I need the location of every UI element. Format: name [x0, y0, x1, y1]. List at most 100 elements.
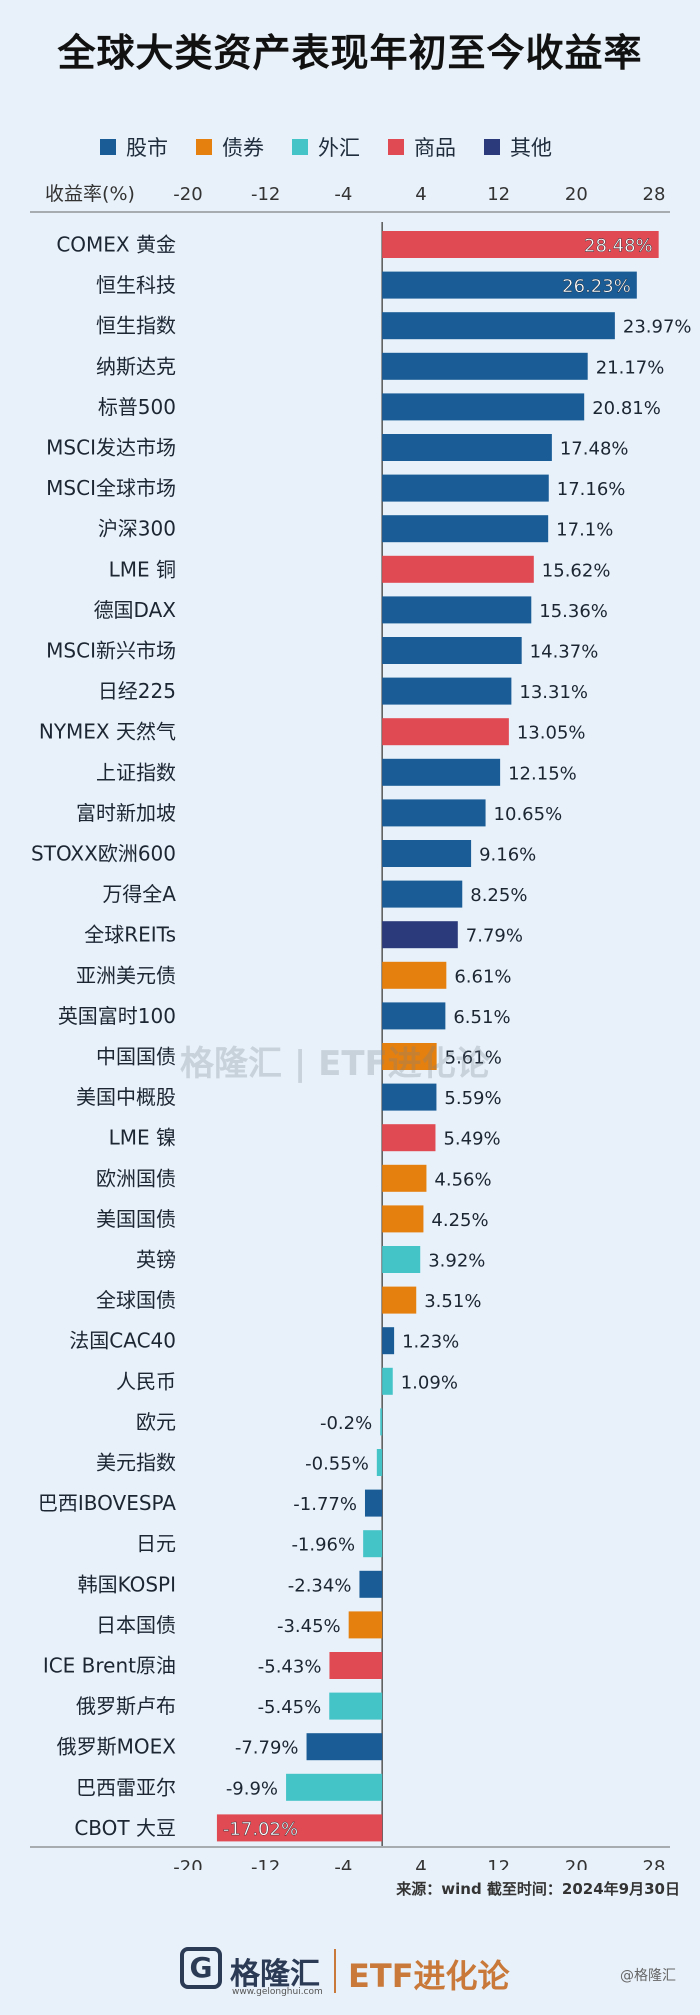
bar [382, 474, 549, 502]
category-label: CBOT 大豆 [74, 1816, 176, 1840]
category-label: 俄罗斯MOEX [57, 1735, 177, 1759]
x-tick-top: -4 [334, 184, 352, 205]
value-label: 26.23% [562, 276, 631, 297]
x-tick-top: 4 [415, 184, 426, 205]
category-label: 韩国KOSPI [78, 1572, 176, 1596]
value-label: -9.9% [226, 1778, 278, 1799]
legend-item-other: 其他 [484, 132, 552, 162]
x-tick-bottom: -4 [334, 1857, 352, 1870]
value-label: -7.79% [235, 1738, 299, 1759]
bar [286, 1773, 383, 1801]
category-label: 中国国债 [96, 1045, 176, 1069]
brand-bar: G 格隆汇 www.gelonghui.com ETF进化论 @格隆汇 [0, 1935, 700, 2015]
value-label: 6.61% [454, 966, 511, 987]
bar [216, 1814, 383, 1842]
bar [382, 515, 549, 543]
category-label: 巴西IBOVESPA [38, 1491, 176, 1515]
bar [363, 1530, 383, 1558]
bar [382, 1124, 436, 1152]
value-label: 5.61% [445, 1048, 502, 1069]
category-label: 俄罗斯卢布 [76, 1694, 176, 1718]
category-label: STOXX欧洲600 [31, 842, 176, 866]
bar [329, 1652, 383, 1679]
category-label: 法国CAC40 [69, 1329, 176, 1353]
value-label: -5.45% [258, 1697, 322, 1718]
value-label: 17.1% [556, 520, 613, 541]
bar [329, 1692, 383, 1720]
x-tick-bottom: 28 [643, 1857, 666, 1870]
category-label: LME 铜 [109, 557, 176, 581]
category-label: 日经225 [98, 679, 176, 703]
bar [382, 1164, 427, 1192]
source-note: 来源：wind 截至时间：2024年9月30日 [396, 1880, 680, 1898]
value-label: 21.17% [596, 357, 665, 378]
bar [382, 434, 552, 461]
value-label: 17.16% [557, 479, 626, 500]
x-tick-top: 28 [643, 184, 666, 205]
legend-item-fx: 外汇 [292, 132, 360, 162]
category-label: 美国国债 [96, 1207, 176, 1231]
bar [382, 1286, 417, 1314]
bar [382, 1002, 446, 1030]
bar [382, 799, 486, 827]
category-label: MSCI全球市场 [46, 476, 176, 500]
category-label: 富时新加坡 [76, 801, 176, 825]
category-label: 标普500 [98, 395, 176, 419]
bar [382, 1327, 395, 1355]
category-label: 日本国债 [96, 1613, 176, 1637]
category-label: 英国富时100 [58, 1004, 176, 1028]
legend-label-fx: 外汇 [318, 136, 360, 160]
bar [382, 352, 588, 380]
value-label: -2.34% [288, 1575, 352, 1596]
value-label: 14.37% [530, 642, 599, 663]
bar [359, 1570, 383, 1598]
x-tick-top: 20 [565, 184, 588, 205]
value-label: 28.48% [584, 236, 653, 257]
bar [382, 1083, 437, 1111]
legend-swatch-stocks [100, 139, 116, 155]
value-label: -1.77% [293, 1494, 357, 1515]
bar [382, 393, 585, 421]
category-label: 日元 [136, 1532, 176, 1556]
value-label: 23.97% [623, 317, 692, 338]
category-label: 人民币 [116, 1369, 176, 1393]
category-label: 全球国债 [96, 1288, 176, 1312]
bar [382, 677, 512, 705]
category-label: 上证指数 [96, 760, 176, 784]
legend: 股市 债券 外汇 商品 其他 [100, 132, 552, 162]
bar [382, 596, 532, 624]
logo-url: www.gelonghui.com [232, 1987, 323, 1997]
bar [382, 1043, 437, 1070]
x-tick-top: -12 [251, 184, 280, 205]
x-axis-label: 收益率(%) [45, 183, 135, 205]
value-label: 6.51% [453, 1007, 510, 1028]
x-tick-bottom: 12 [487, 1857, 510, 1870]
bar [364, 1489, 383, 1517]
bar [382, 1246, 421, 1273]
category-label: MSCI发达市场 [46, 436, 176, 460]
value-label: 5.49% [443, 1129, 500, 1150]
category-label: 亚洲美元债 [76, 963, 176, 987]
legend-swatch-other [484, 139, 500, 155]
category-label: 沪深300 [98, 517, 176, 541]
legend-label-commodities: 商品 [414, 136, 456, 160]
logo-text: 格隆汇 [230, 1957, 320, 1992]
value-label: 3.51% [424, 1291, 481, 1312]
legend-swatch-fx [292, 139, 308, 155]
category-label: 巴西雷亚尔 [76, 1775, 176, 1799]
legend-label-bonds: 债券 [222, 136, 264, 160]
bar [382, 555, 534, 583]
legend-swatch-commodities [388, 139, 404, 155]
chart-title: 全球大类资产表现年初至今收益率 [57, 31, 643, 75]
category-label: ICE Brent原油 [43, 1654, 176, 1678]
value-label: 7.79% [466, 926, 523, 947]
category-label: 欧洲国债 [96, 1166, 176, 1190]
value-label: 9.16% [479, 845, 536, 866]
value-label: 20.81% [592, 398, 661, 419]
bar [380, 1408, 383, 1436]
value-label: 4.56% [434, 1169, 491, 1190]
category-label: 万得全A [102, 882, 176, 906]
corner-watermark: @格隆汇 [620, 1968, 676, 1984]
bar [382, 1367, 393, 1395]
category-label: 全球REITs [84, 923, 176, 947]
